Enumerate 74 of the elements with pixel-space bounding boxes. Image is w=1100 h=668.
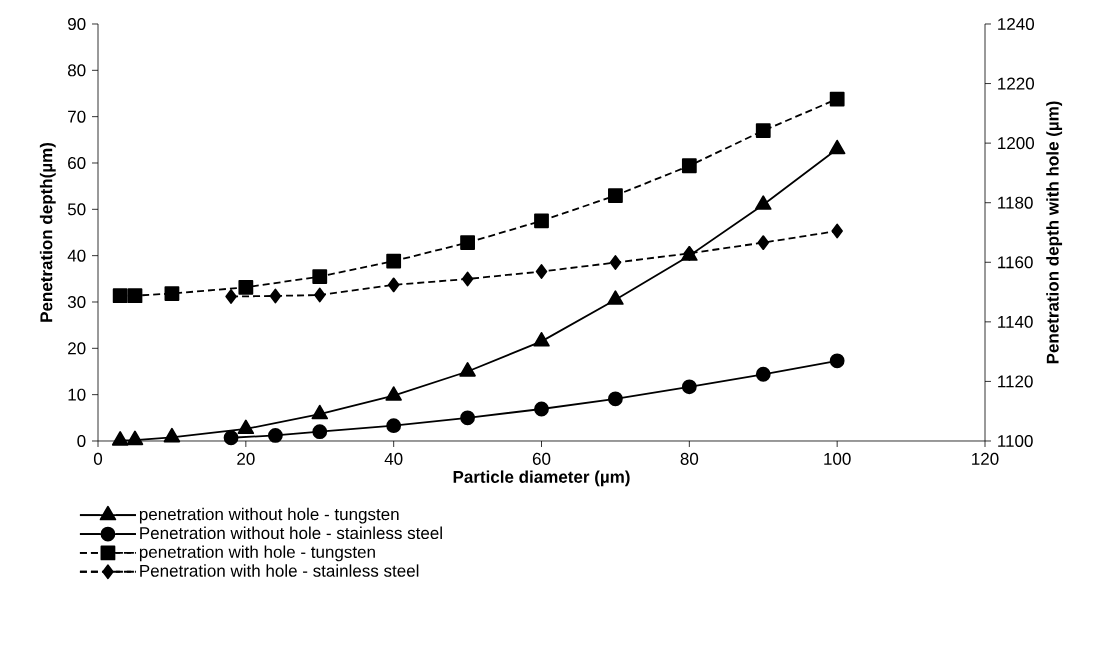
x-tick-label: 60: [532, 452, 551, 465]
point: [608, 391, 623, 407]
point: [127, 288, 143, 304]
y2-tick-label: 1140: [998, 315, 1033, 328]
y2-tick-label: 1220: [998, 77, 1035, 90]
point: [829, 353, 845, 369]
point: [112, 288, 128, 304]
point: [461, 271, 474, 287]
point: [111, 431, 129, 446]
y-tick-label: 40: [67, 249, 86, 262]
legend-label: penetration without hole - tungsten: [139, 507, 399, 524]
y-tick-label: 80: [67, 64, 86, 77]
y-tick-label: 50: [67, 203, 86, 216]
point: [238, 279, 254, 295]
y2-tick-label: 1120: [998, 375, 1033, 388]
point: [459, 362, 476, 377]
point: [754, 195, 772, 210]
point: [755, 123, 771, 139]
y-tick-label: 60: [68, 156, 86, 170]
point: [313, 287, 326, 303]
y-axis-title: Penetration depth(µm): [39, 142, 56, 322]
point: [163, 427, 181, 443]
point: [385, 386, 402, 401]
point: [386, 418, 402, 434]
point: [268, 428, 283, 443]
point: [828, 139, 846, 155]
point: [831, 223, 843, 239]
point: [269, 288, 282, 304]
x-tick-label: 20: [237, 452, 255, 465]
point: [533, 331, 550, 347]
x-tick-label: 40: [384, 452, 403, 465]
y-tick-label: 10: [68, 388, 86, 401]
point: [757, 235, 770, 251]
point: [312, 424, 328, 440]
y2-tick-label: 1180: [998, 196, 1033, 209]
point: [534, 401, 549, 417]
x-tick-label: 0: [93, 452, 103, 465]
y-tick-label: 30: [67, 295, 86, 309]
point: [681, 379, 697, 395]
point: [755, 366, 771, 382]
point: [829, 91, 845, 107]
x-axis-title: Particle diameter (µm): [453, 470, 630, 487]
x-tick-label: 80: [680, 452, 699, 465]
x-tick-label: 100: [824, 452, 851, 465]
point: [535, 264, 548, 279]
point: [311, 404, 329, 420]
point: [607, 290, 624, 305]
point: [225, 289, 237, 304]
point: [126, 430, 144, 446]
y2-axis-title: Penetration depth with hole (µm): [1046, 101, 1063, 364]
y2-tick-label: 1240: [998, 17, 1035, 31]
y-tick-label: 90: [68, 17, 86, 31]
y-tick-label: 20: [68, 342, 86, 355]
point: [608, 188, 623, 203]
point: [237, 419, 255, 435]
y-tick-label: 0: [77, 434, 86, 448]
point: [681, 158, 697, 174]
point: [164, 286, 180, 301]
point: [386, 253, 402, 269]
point: [460, 235, 475, 251]
y2-tick-label: 1200: [998, 137, 1035, 150]
x-tick-label: 120: [972, 452, 999, 465]
legend-label: Penetration without hole - stainless steel: [140, 526, 442, 540]
legend-label: penetration with hole - tungsten: [139, 545, 375, 562]
y2-tick-label: 1100: [998, 434, 1033, 448]
legend-label: Penetration with hole - stainless steel: [140, 564, 419, 577]
y-tick-label: 70: [68, 110, 86, 123]
point: [534, 213, 549, 229]
point: [387, 277, 400, 293]
point: [609, 255, 622, 270]
point: [223, 430, 239, 446]
point: [460, 410, 475, 426]
point: [312, 269, 328, 284]
y2-tick-label: 1160: [998, 256, 1033, 269]
